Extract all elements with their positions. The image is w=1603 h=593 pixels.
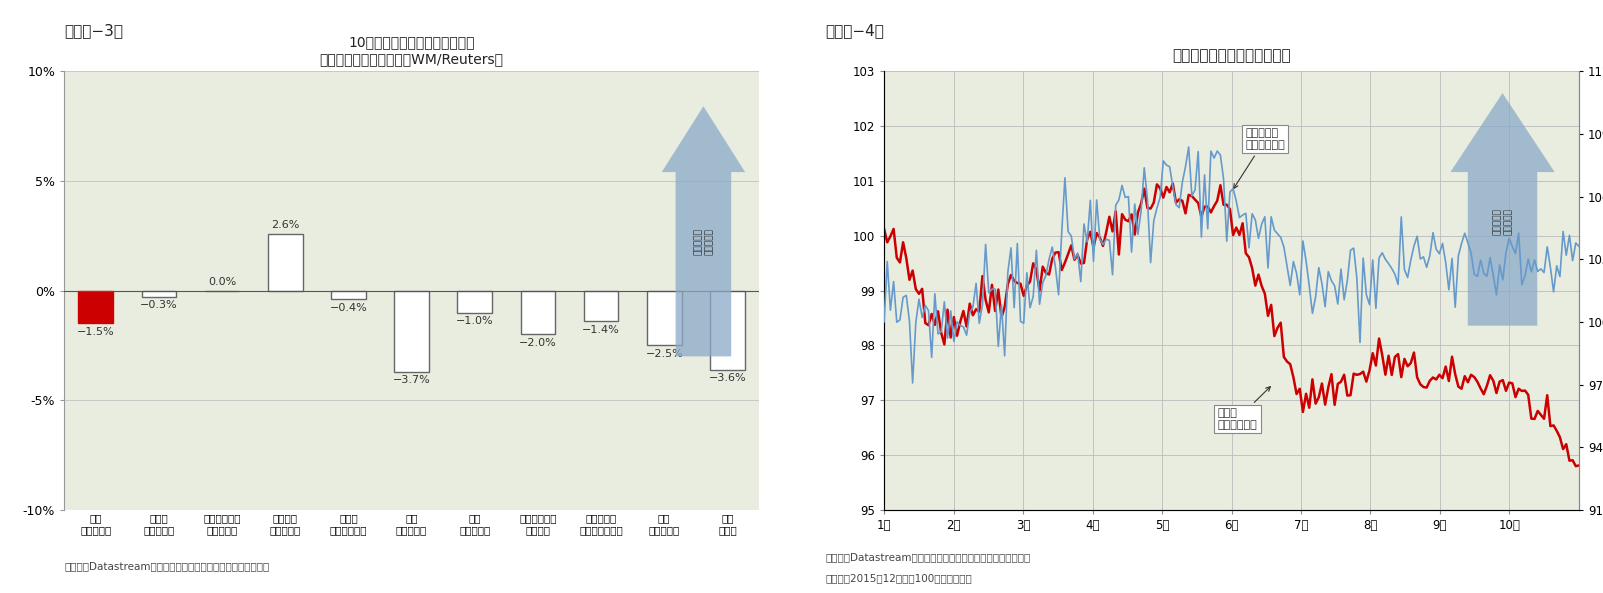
- Text: （図表−4）: （図表−4）: [826, 24, 885, 39]
- Text: −2.0%: −2.0%: [519, 338, 556, 347]
- Bar: [330, 291, 365, 299]
- Text: −1.0%: −1.0%: [455, 316, 494, 326]
- Bar: [457, 291, 492, 313]
- Bar: [79, 291, 114, 323]
- Text: 欧州ユーロ
（右目盛り）: 欧州ユーロ （右目盛り）: [1234, 128, 1286, 189]
- Text: （図表−3）: （図表−3）: [64, 24, 123, 39]
- Bar: [521, 291, 555, 334]
- Bar: [648, 291, 681, 345]
- Text: （資料）Datastreamのデータを元にニッセイ基礎研究所で作成: （資料）Datastreamのデータを元にニッセイ基礎研究所で作成: [64, 562, 269, 571]
- Text: （資料）Datastreamのデータを元にニッセイ基礎研究所で作成: （資料）Datastreamのデータを元にニッセイ基礎研究所で作成: [826, 553, 1031, 562]
- Text: 自国通貨高
（ドル安）: 自国通貨高 （ドル安）: [1492, 208, 1513, 235]
- Bar: [583, 291, 619, 321]
- Text: （注）　2015年12月末＝100として指数化: （注） 2015年12月末＝100として指数化: [826, 573, 973, 583]
- Text: −0.3%: −0.3%: [139, 301, 178, 311]
- Title: 人民元とユーロ（対米ドル）: 人民元とユーロ（対米ドル）: [1172, 48, 1290, 63]
- Text: 自国通貨高
（ドル安）: 自国通貨高 （ドル安）: [694, 228, 713, 254]
- Bar: [394, 291, 430, 372]
- Text: 人民元
（左目盛り）: 人民元 （左目盛り）: [1218, 387, 1270, 430]
- Text: −1.5%: −1.5%: [77, 327, 114, 337]
- Text: −1.4%: −1.4%: [582, 324, 620, 334]
- Polygon shape: [662, 106, 745, 356]
- Text: −2.5%: −2.5%: [646, 349, 683, 359]
- Title: 10月の主要新興国通貨の変化率
（対米ドル、前月末比、WM/Reuters）: 10月の主要新興国通貨の変化率 （対米ドル、前月末比、WM/Reuters）: [319, 36, 503, 66]
- Polygon shape: [1451, 93, 1555, 326]
- Text: −3.6%: −3.6%: [709, 373, 747, 383]
- Bar: [141, 291, 176, 297]
- Bar: [268, 234, 303, 291]
- Text: 0.0%: 0.0%: [208, 278, 236, 287]
- Text: 2.6%: 2.6%: [271, 220, 300, 230]
- Bar: [710, 291, 745, 369]
- Text: −0.4%: −0.4%: [330, 302, 367, 313]
- Text: −3.7%: −3.7%: [393, 375, 431, 385]
